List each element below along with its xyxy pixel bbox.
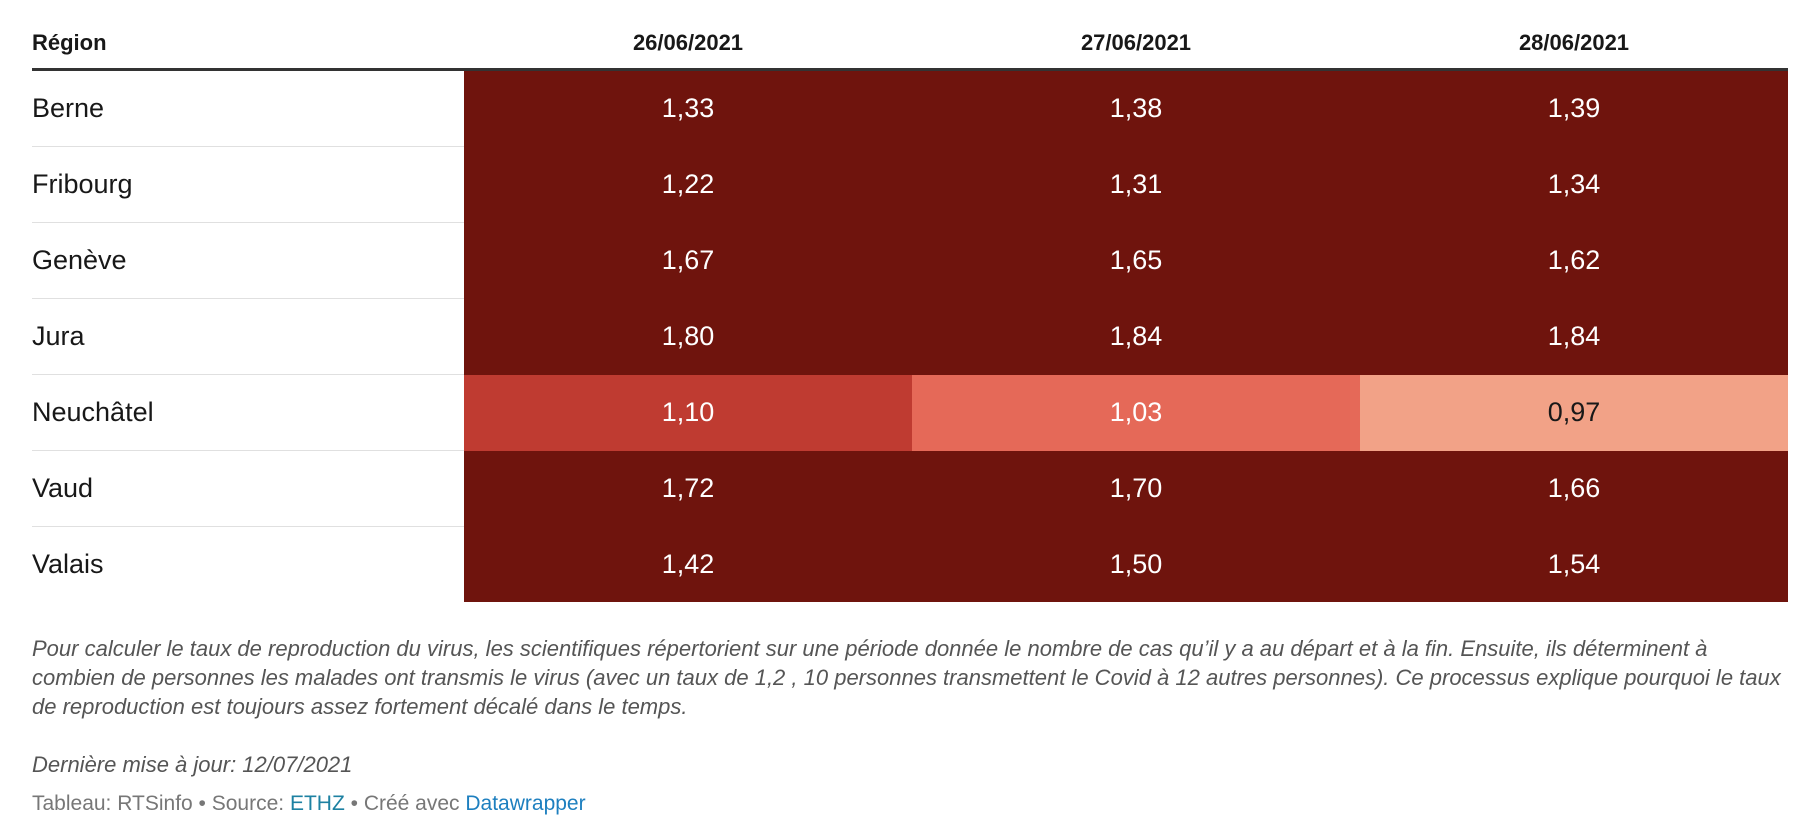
heatmap-cell: 1,10 [464, 374, 912, 451]
footer-created-label: Créé avec [363, 792, 466, 815]
heatmap-cell: 1,72 [464, 450, 912, 527]
region-label: Berne [32, 69, 464, 147]
heatmap-cell: 1,65 [912, 222, 1360, 299]
table-body: Berne 1,33 1,38 1,39 Fribourg 1,22 1,31 1,34 Gen… [32, 69, 1788, 602]
region-label: Genève [32, 222, 464, 299]
region-label: Neuchâtel [32, 374, 464, 451]
footer-source-label: Source: [211, 792, 290, 815]
heatmap-cell: 1,42 [464, 526, 912, 602]
table-row: Neuchâtel 1,10 1,03 0,97 [32, 374, 1788, 451]
heatmap-cell: 1,31 [912, 146, 1360, 223]
footer-table-label: Tableau: RTSinfo [32, 792, 193, 815]
footer-separator: • [344, 792, 364, 815]
chart-footer: Tableau: RTSinfo • Source: ETHZ • Créé a… [32, 792, 586, 816]
heatmap-cell: 1,84 [912, 298, 1360, 375]
heatmap-cell: 1,84 [1360, 298, 1788, 375]
heatmap-cell: 1,67 [464, 222, 912, 299]
footer-separator: • [192, 792, 212, 815]
datawrapper-link[interactable]: Datawrapper [465, 792, 586, 815]
heatmap-cell: 1,22 [464, 146, 912, 223]
table-row: Genève 1,67 1,65 1,62 [32, 222, 1788, 299]
chart-notes: Pour calculer le taux de reproduction du… [32, 636, 1781, 719]
region-label: Fribourg [32, 146, 464, 223]
table-row: Jura 1,80 1,84 1,84 [32, 298, 1788, 375]
heatmap-cell: 1,03 [912, 374, 1360, 451]
table-row: Fribourg 1,22 1,31 1,34 [32, 146, 1788, 223]
heatmap-cell: 1,80 [464, 298, 912, 375]
table-row: Valais 1,42 1,50 1,54 [32, 526, 1788, 602]
region-label: Vaud [32, 450, 464, 527]
heatmap-cell: 1,33 [464, 69, 912, 147]
heatmap-cell: 1,50 [912, 526, 1360, 602]
table-row: Vaud 1,72 1,70 1,66 [32, 450, 1788, 527]
heatmap-table: Région 26/06/2021 27/06/2021 28/06/2021 … [32, 18, 1788, 602]
heatmap-cell: 1,34 [1360, 146, 1788, 223]
column-header-date-3[interactable]: 28/06/2021 [1360, 18, 1788, 71]
region-label: Valais [32, 549, 104, 579]
heatmap-cell: 0,97 [1360, 374, 1788, 451]
heatmap-cell: 1,70 [912, 450, 1360, 527]
source-link[interactable]: ETHZ [289, 792, 345, 815]
header-row: Région 26/06/2021 27/06/2021 28/06/2021 [32, 18, 1788, 71]
column-header-date-1[interactable]: 26/06/2021 [464, 18, 912, 71]
heatmap-cell: 1,66 [1360, 450, 1788, 527]
heatmap-cell: 1,39 [1360, 69, 1788, 147]
region-label: Jura [32, 298, 464, 375]
table-row: Berne 1,33 1,38 1,39 [32, 69, 1788, 147]
column-header-region[interactable]: Région [32, 18, 464, 71]
column-header-date-2[interactable]: 27/06/2021 [912, 18, 1360, 71]
heatmap-cell: 1,38 [912, 69, 1360, 147]
heatmap-cell: 1,54 [1360, 526, 1788, 602]
heatmap-cell: 1,62 [1360, 222, 1788, 299]
last-updated: Dernière mise à jour: 12/07/2021 [32, 752, 353, 777]
